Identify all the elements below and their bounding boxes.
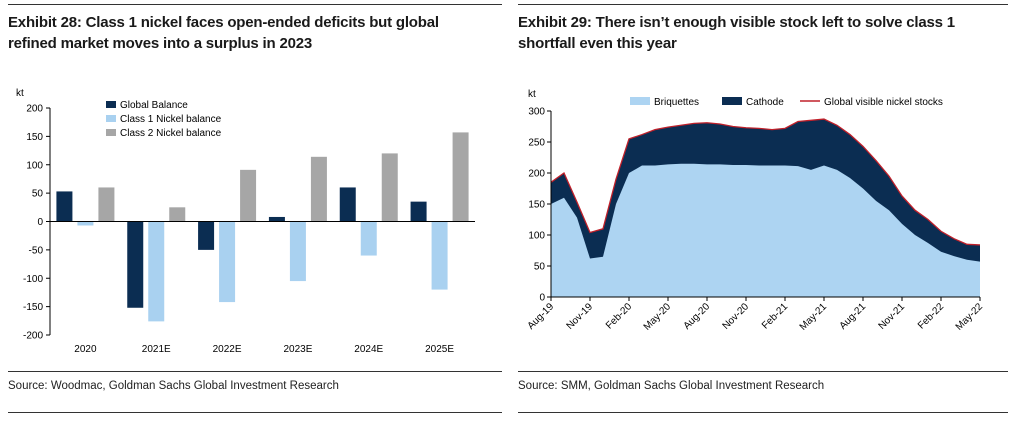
x-tick-label: Feb-20 xyxy=(604,301,634,331)
y-tick-label: 300 xyxy=(528,107,545,118)
legend-swatch xyxy=(722,97,742,105)
source-rule-top xyxy=(518,371,1008,372)
bar-global-balance xyxy=(339,187,356,222)
legend-swatch xyxy=(106,101,116,108)
right-source: Source: SMM, Goldman Sachs Global Invest… xyxy=(518,380,825,392)
bar-global-balance xyxy=(410,201,427,222)
top-rule xyxy=(8,4,502,5)
x-tick-label: May-20 xyxy=(642,301,674,333)
x-tick-label: Nov-19 xyxy=(565,301,596,332)
bar-global-balance xyxy=(127,221,144,308)
x-category-label: 2022E xyxy=(213,344,242,355)
legend-label: Briquettes xyxy=(654,97,699,108)
bar-class-2-nickel-balance xyxy=(452,132,469,222)
bar-class-1-nickel-balance xyxy=(360,221,377,256)
global-visible-stocks-line xyxy=(550,118,981,246)
balance-bar-chart: kt -200 -150 -100 -50 0 50 100 150 200 2020 2021E 20… xyxy=(16,88,475,355)
title-line-2: refined market moves into a surplus in 2… xyxy=(8,35,313,52)
y-tick-label: 50 xyxy=(32,189,44,200)
y-axis-unit-label: kt xyxy=(528,89,536,100)
bar-class-2-nickel-balance xyxy=(169,207,186,222)
y-tick-label: 50 xyxy=(534,262,546,273)
bar-class-2-nickel-balance xyxy=(98,187,115,222)
bar-class-1-nickel-balance xyxy=(431,221,448,290)
stocks-area-chart: kt 0 50 100 150 200 250 300 Aug-19 Nov-19 Feb-20 Ma… xyxy=(526,89,986,333)
title-line-1: Exhibit 28: Class 1 nickel faces open-en… xyxy=(8,14,439,31)
exhibit-28-title: Exhibit 28: Class 1 nickel faces open-en… xyxy=(8,12,502,54)
bar-global-balance xyxy=(198,221,215,250)
y-tick-label: 150 xyxy=(528,200,545,211)
x-tick-label: Nov-21 xyxy=(877,301,908,332)
x-tick-label: Aug-19 xyxy=(526,301,557,332)
top-rule xyxy=(518,4,1008,5)
x-category-label: 2023E xyxy=(283,344,312,355)
x-tick-label: Aug-21 xyxy=(838,301,869,332)
x-category-label: 2024E xyxy=(354,344,383,355)
y-tick-label: 100 xyxy=(528,231,545,242)
legend-swatch xyxy=(106,115,116,122)
bar-global-balance xyxy=(56,191,73,222)
y-tick-label: 250 xyxy=(528,138,545,149)
legend-label: Cathode xyxy=(746,97,784,108)
x-category-label: 2025E xyxy=(425,344,454,355)
title-line-1: Exhibit 29: There isn’t enough visible s… xyxy=(518,14,955,31)
x-tick-label: Feb-21 xyxy=(760,301,790,331)
source-rule-top xyxy=(8,371,502,372)
exhibit-29-title: Exhibit 29: There isn’t enough visible s… xyxy=(518,12,1013,54)
source-rule-bottom xyxy=(8,412,502,413)
x-tick-label: Feb-22 xyxy=(916,301,946,331)
bar-class-2-nickel-balance xyxy=(381,153,398,222)
right-exhibit-panel: Exhibit 29: There isn’t enough visible s… xyxy=(512,0,1024,425)
legend-label: Global Balance xyxy=(120,100,188,111)
x-tick-label: May-22 xyxy=(954,301,986,333)
y-tick-label: -50 xyxy=(29,245,44,256)
title-line-2: shortfall even this year xyxy=(518,35,677,52)
y-axis-unit-label: kt xyxy=(16,88,24,99)
y-tick-label: -100 xyxy=(23,274,43,285)
y-tick-label: 100 xyxy=(26,160,43,171)
bar-class-1-nickel-balance xyxy=(148,221,165,322)
x-tick-label: Aug-20 xyxy=(682,301,713,332)
bar-global-balance xyxy=(268,216,285,222)
left-exhibit-panel: Exhibit 28: Class 1 nickel faces open-en… xyxy=(0,0,505,425)
y-tick-label: -150 xyxy=(23,302,43,313)
y-tick-label: 200 xyxy=(26,104,43,115)
x-category-label: 2020 xyxy=(74,344,97,355)
y-tick-label: 150 xyxy=(26,132,43,143)
legend-label: Global visible nickel stocks xyxy=(824,97,943,108)
y-tick-label: 0 xyxy=(539,293,545,304)
bar-class-2-nickel-balance xyxy=(240,169,257,222)
bar-class-1-nickel-balance xyxy=(77,221,94,226)
briquettes-area xyxy=(551,163,980,297)
y-tick-label: -200 xyxy=(23,331,43,342)
legend-label: Class 1 Nickel balance xyxy=(120,114,222,125)
bar-class-2-nickel-balance xyxy=(310,156,327,222)
source-rule-bottom xyxy=(518,412,1008,413)
bar-class-1-nickel-balance xyxy=(289,221,306,282)
bar-class-1-nickel-balance xyxy=(219,221,236,303)
y-tick-label: 200 xyxy=(528,169,545,180)
x-category-label: 2021E xyxy=(142,344,171,355)
left-source: Source: Woodmac, Goldman Sachs Global In… xyxy=(8,380,339,392)
x-tick-label: May-21 xyxy=(798,301,830,333)
legend-swatch xyxy=(630,97,650,105)
legend-swatch xyxy=(106,129,116,136)
y-tick-label: 0 xyxy=(37,217,43,228)
x-tick-label: Nov-20 xyxy=(721,301,752,332)
legend-label: Class 2 Nickel balance xyxy=(120,128,222,139)
